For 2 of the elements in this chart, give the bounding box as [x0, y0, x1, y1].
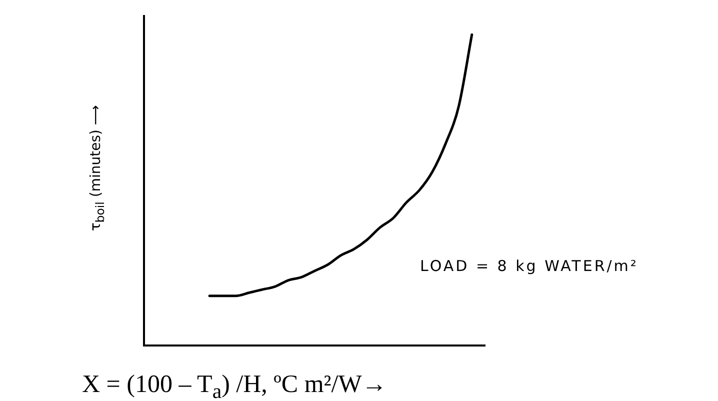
x-axis-title: X = (100 – T$_{a}$) /H, ºC m²/W→ [82, 371, 387, 401]
annotation: LOAD = 8 kg WATER/m² [420, 257, 638, 275]
